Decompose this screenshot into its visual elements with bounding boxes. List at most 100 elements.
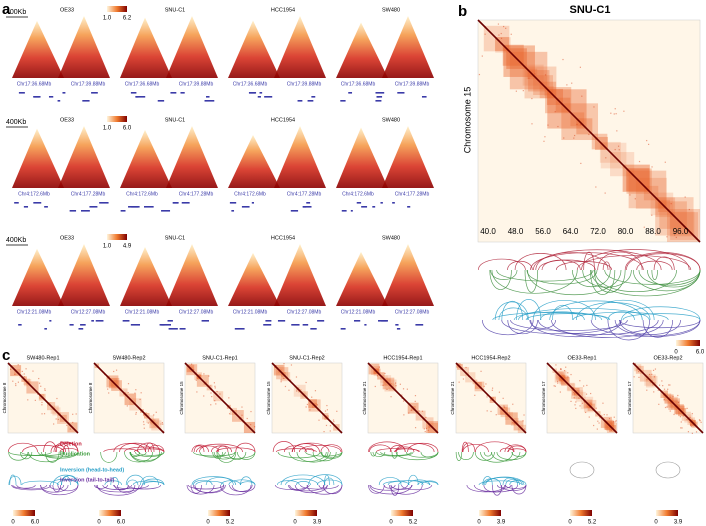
heatmap-dot bbox=[196, 391, 198, 393]
sv-arc bbox=[320, 451, 343, 458]
heatmap-dot bbox=[572, 387, 574, 389]
sv-arc bbox=[312, 451, 337, 462]
heatmap-dot bbox=[57, 418, 59, 421]
x-tick-label: 72.0 bbox=[590, 227, 606, 236]
coord-label: Chr4:172.6Mb bbox=[234, 191, 266, 197]
sv-arc bbox=[320, 444, 343, 453]
x-tick-label: 48.0 bbox=[508, 227, 524, 236]
heatmap-dot bbox=[593, 106, 595, 108]
heatmap-dot bbox=[559, 391, 561, 393]
sv-arc bbox=[572, 312, 669, 321]
sv-arc bbox=[240, 476, 253, 486]
heatmap-dot bbox=[305, 406, 307, 408]
gene bbox=[170, 92, 177, 94]
gene bbox=[234, 328, 245, 330]
sv-arc bbox=[511, 484, 527, 495]
heatmap-dot bbox=[195, 379, 197, 381]
gene bbox=[204, 100, 215, 102]
sv-arc bbox=[235, 442, 256, 453]
sv-arc bbox=[285, 478, 319, 486]
gene bbox=[421, 96, 427, 98]
map-y-label: Chromosome 8 bbox=[2, 382, 7, 413]
sv-arc bbox=[491, 451, 521, 462]
heatmap-dot bbox=[578, 397, 580, 399]
gene bbox=[306, 202, 311, 204]
heatmap-dot bbox=[497, 23, 500, 25]
heatmap-dot bbox=[503, 405, 505, 407]
heatmap-dot bbox=[15, 383, 17, 385]
sv-arc bbox=[372, 451, 386, 458]
sv-arc bbox=[369, 484, 412, 495]
sv-arc bbox=[205, 477, 234, 486]
heatmap-dot bbox=[498, 34, 500, 36]
heatmap-dot bbox=[593, 424, 595, 427]
heatmap-dot bbox=[563, 370, 566, 372]
heatmap-dot bbox=[585, 411, 587, 414]
heatmap-dot bbox=[505, 27, 507, 29]
heatmap-dot bbox=[502, 397, 504, 399]
colorbar-max: 6.0 bbox=[31, 520, 40, 526]
sv-arc bbox=[277, 451, 321, 459]
gene bbox=[80, 324, 86, 326]
sample-title: SNU-C1 bbox=[165, 7, 185, 13]
gene bbox=[130, 92, 137, 94]
heatmap-dot bbox=[107, 388, 109, 390]
heatmap-dot bbox=[623, 110, 625, 112]
gene bbox=[18, 92, 25, 94]
sv-arc bbox=[388, 484, 423, 495]
colorbar-max: 3.9 bbox=[674, 520, 683, 526]
heatmap-dot bbox=[563, 137, 565, 139]
gene bbox=[144, 206, 154, 208]
heatmap-diagonal bbox=[184, 362, 256, 434]
heatmap-dot bbox=[614, 108, 616, 110]
map-title: SNU-C1-Rep2 bbox=[289, 355, 324, 361]
sv-arc bbox=[126, 479, 139, 486]
gene bbox=[259, 92, 263, 94]
sv-arc bbox=[478, 480, 523, 486]
sample-title: OE33 bbox=[60, 235, 74, 241]
coord-label: Chr4:177.28Mb bbox=[395, 191, 430, 197]
sv-arc bbox=[142, 478, 165, 486]
heatmap-dot bbox=[190, 363, 193, 365]
sv-arc bbox=[507, 319, 538, 334]
heatmap-dot bbox=[580, 123, 582, 126]
sv-arc bbox=[186, 484, 215, 495]
map-y-label: Chromosome 8 bbox=[88, 382, 93, 413]
heatmap-dot bbox=[305, 381, 307, 384]
coord-label: Chr4:177.28Mb bbox=[287, 191, 322, 197]
colorbar-min: 0 bbox=[674, 350, 678, 356]
heatmap-dot bbox=[691, 432, 693, 434]
tad-triangle bbox=[58, 126, 110, 188]
heatmap-dot bbox=[208, 375, 210, 377]
gene bbox=[392, 202, 395, 204]
heatmap-dot bbox=[646, 389, 648, 391]
heatmap-dot bbox=[585, 393, 588, 395]
sample-title: SW480 bbox=[382, 117, 400, 123]
heatmap-dot bbox=[209, 385, 211, 387]
sv-arc bbox=[7, 442, 38, 453]
heatmap-dot bbox=[192, 368, 195, 371]
heatmap-dot bbox=[646, 378, 648, 381]
heatmap-dot bbox=[677, 394, 679, 397]
sv-arc bbox=[119, 442, 152, 453]
heatmap-dot bbox=[56, 397, 58, 400]
heatmap-dot bbox=[610, 112, 612, 114]
heatmap-dot bbox=[523, 428, 526, 430]
panel-label: c bbox=[2, 347, 10, 364]
gene bbox=[397, 92, 405, 94]
heatmap-dot bbox=[513, 422, 515, 424]
tad-triangle bbox=[228, 20, 280, 78]
sv-arc bbox=[541, 259, 581, 271]
heatmap-dot bbox=[560, 368, 562, 371]
heatmap-dot bbox=[386, 388, 388, 390]
gene bbox=[265, 320, 272, 322]
sv-arc bbox=[124, 451, 154, 463]
heatmap-dot bbox=[658, 384, 661, 386]
sv-arc bbox=[322, 484, 343, 495]
sv-arc bbox=[199, 451, 226, 458]
heatmap-dot bbox=[38, 377, 40, 380]
sv-arc bbox=[376, 451, 414, 457]
heatmap-dot bbox=[215, 403, 217, 405]
heatmap-dot bbox=[66, 424, 68, 426]
sv-arc bbox=[405, 451, 439, 458]
